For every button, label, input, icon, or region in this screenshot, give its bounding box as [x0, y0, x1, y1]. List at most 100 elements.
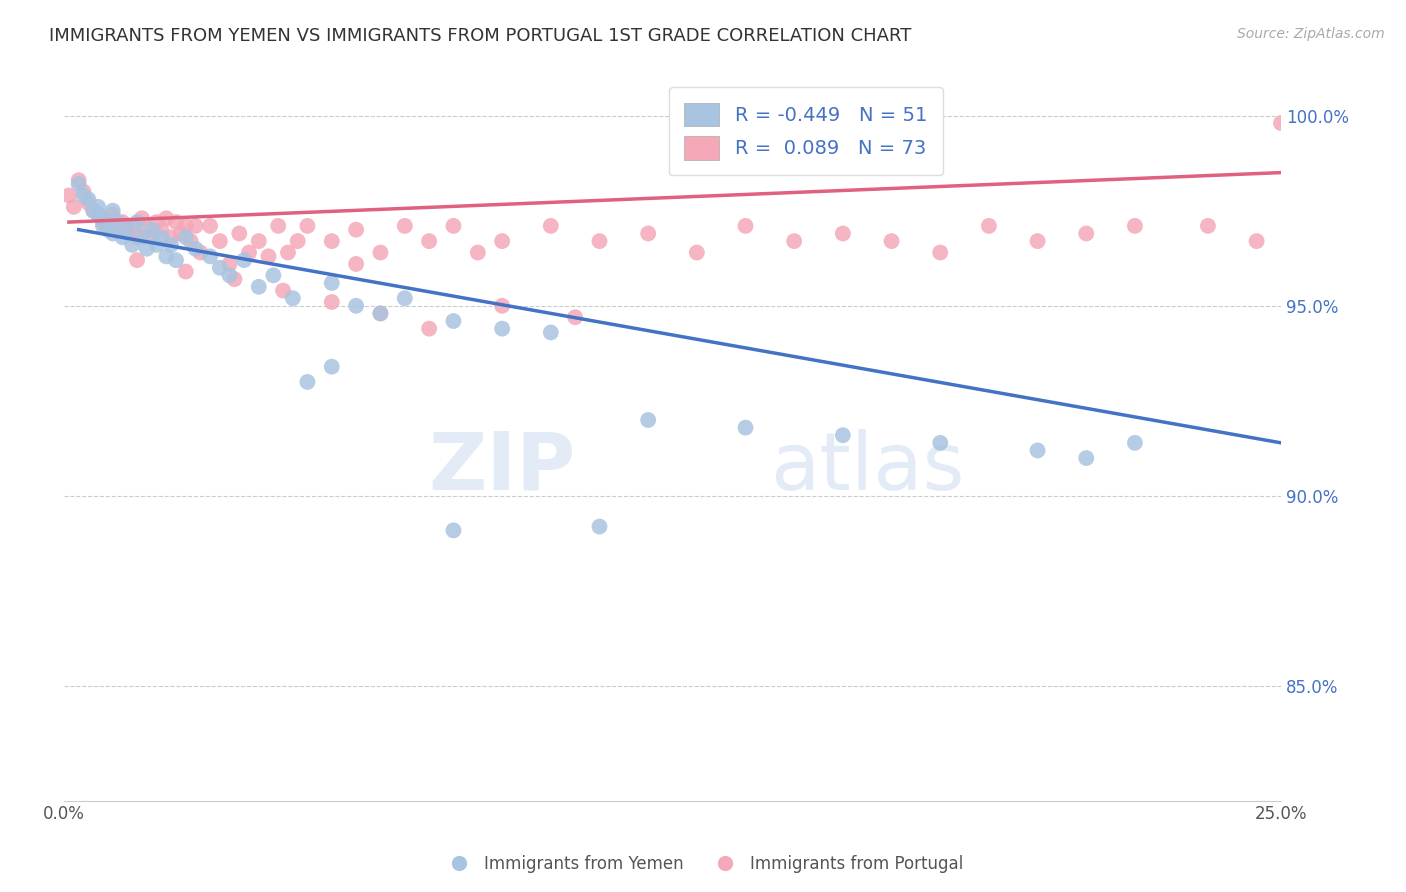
Point — [1123, 435, 1146, 450]
Point — [297, 375, 319, 389]
Point — [150, 222, 173, 236]
Point — [91, 215, 114, 229]
Point — [107, 215, 129, 229]
Point — [208, 260, 231, 275]
Point — [155, 249, 177, 263]
Point — [174, 230, 197, 244]
Point — [180, 234, 202, 248]
Point — [1026, 443, 1049, 458]
Point — [321, 295, 343, 310]
Point — [160, 230, 183, 244]
Point — [72, 188, 94, 202]
Point — [62, 200, 84, 214]
Point — [87, 207, 110, 221]
Point — [218, 257, 240, 271]
Point — [394, 219, 416, 233]
Point — [155, 211, 177, 226]
Point — [637, 413, 659, 427]
Point — [125, 230, 148, 244]
Text: Source: ZipAtlas.com: Source: ZipAtlas.com — [1237, 27, 1385, 41]
Point — [224, 272, 246, 286]
Point — [344, 222, 367, 236]
Point — [184, 219, 207, 233]
Point — [831, 428, 853, 442]
Point — [145, 238, 167, 252]
Point — [277, 245, 299, 260]
Point — [198, 219, 221, 233]
Text: atlas: atlas — [770, 429, 965, 507]
Point — [540, 326, 562, 340]
Point — [831, 227, 853, 241]
Point — [87, 207, 110, 221]
Point — [1026, 234, 1049, 248]
Point — [281, 291, 304, 305]
Point — [443, 219, 465, 233]
Point — [321, 234, 343, 248]
Point — [238, 245, 260, 260]
Point — [101, 203, 124, 218]
Text: ZIP: ZIP — [427, 429, 575, 507]
Point — [145, 215, 167, 229]
Point — [101, 227, 124, 241]
Point — [121, 238, 143, 252]
Point — [262, 268, 284, 283]
Point — [418, 321, 440, 335]
Point — [370, 306, 392, 320]
Point — [929, 245, 952, 260]
Point — [107, 222, 129, 236]
Point — [247, 280, 270, 294]
Point — [783, 234, 806, 248]
Point — [160, 238, 183, 252]
Point — [247, 234, 270, 248]
Point — [1246, 234, 1268, 248]
Point — [117, 227, 139, 241]
Point — [467, 245, 489, 260]
Legend: R = -0.449   N = 51, R =  0.089   N = 73: R = -0.449 N = 51, R = 0.089 N = 73 — [669, 87, 942, 176]
Point — [734, 219, 756, 233]
Point — [141, 222, 163, 236]
Point — [588, 519, 610, 533]
Point — [131, 211, 153, 226]
Point — [271, 284, 294, 298]
Point — [165, 215, 187, 229]
Point — [321, 359, 343, 374]
Point — [125, 215, 148, 229]
Point — [564, 310, 586, 325]
Point — [117, 222, 139, 236]
Point — [686, 245, 709, 260]
Point — [370, 245, 392, 260]
Point — [58, 188, 80, 202]
Point — [97, 219, 120, 233]
Point — [67, 177, 90, 191]
Point — [82, 203, 104, 218]
Text: IMMIGRANTS FROM YEMEN VS IMMIGRANTS FROM PORTUGAL 1ST GRADE CORRELATION CHART: IMMIGRANTS FROM YEMEN VS IMMIGRANTS FROM… — [49, 27, 911, 45]
Point — [321, 276, 343, 290]
Point — [97, 222, 120, 236]
Point — [198, 249, 221, 263]
Point — [77, 196, 100, 211]
Point — [491, 321, 513, 335]
Point — [77, 192, 100, 206]
Point — [188, 245, 211, 260]
Point — [72, 185, 94, 199]
Point — [125, 253, 148, 268]
Point — [540, 219, 562, 233]
Point — [929, 435, 952, 450]
Point — [880, 234, 903, 248]
Point — [135, 222, 157, 236]
Point — [111, 215, 134, 229]
Point — [491, 299, 513, 313]
Point — [418, 234, 440, 248]
Point — [165, 253, 187, 268]
Point — [491, 234, 513, 248]
Point — [637, 227, 659, 241]
Point — [184, 242, 207, 256]
Point — [101, 207, 124, 221]
Point — [588, 234, 610, 248]
Point — [394, 291, 416, 305]
Point — [1270, 116, 1292, 130]
Point — [174, 264, 197, 278]
Point — [67, 173, 90, 187]
Point — [1076, 227, 1098, 241]
Point — [443, 524, 465, 538]
